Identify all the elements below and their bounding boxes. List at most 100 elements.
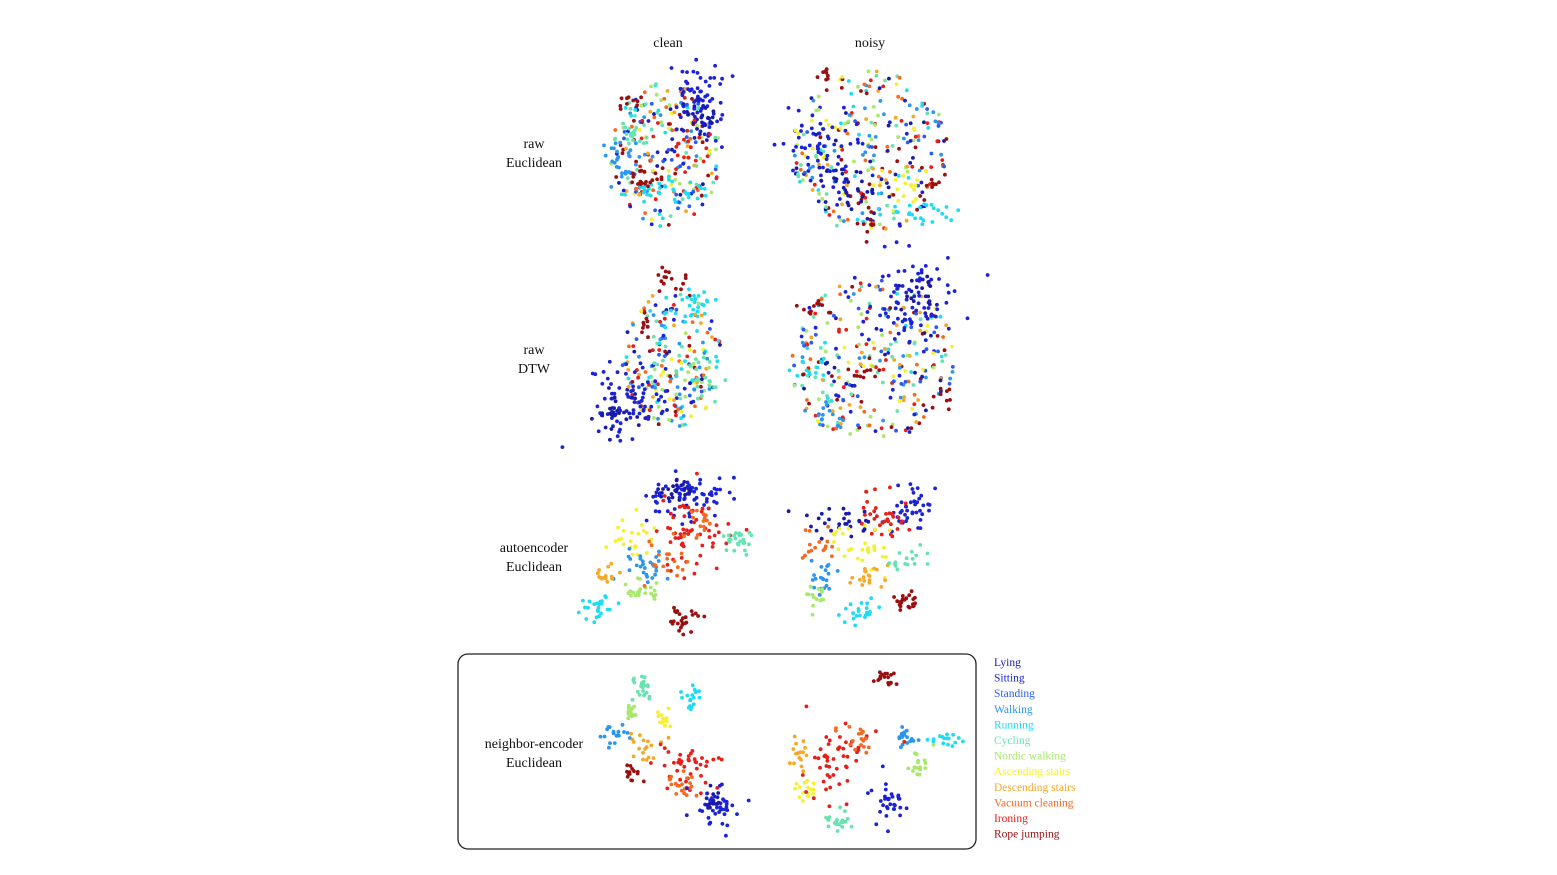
scatter-point [600,381,605,386]
scatter-point [810,175,815,180]
scatter-point [595,404,600,409]
scatter-point [853,747,857,752]
scatter-point [718,487,722,492]
row-label-line1: raw [524,137,546,152]
scatter-point [641,750,645,755]
scatter-point [911,769,915,773]
scatter-point [883,311,888,316]
scatter-point [821,127,826,131]
scatter-point [640,118,645,123]
scatter-point [903,379,908,384]
scatter-point [706,173,710,178]
scatter-point [673,178,677,182]
scatter-point [677,181,682,186]
scatter-point [918,328,923,333]
legend-entry: Rope jumping [994,829,1060,841]
scatter-point [912,402,917,407]
scatter-point [665,576,670,581]
scatter-point [657,181,662,186]
scatter-point [861,575,866,580]
scatter-point [918,317,923,322]
scatter-point [638,164,642,169]
scatter-point [621,121,625,126]
scatter-point [915,207,919,212]
scatter-point [680,344,684,349]
scatter-point [837,284,842,289]
scatter-point [889,680,893,685]
scatter-point [920,190,925,195]
scatter-point [641,689,645,693]
scatter-point [711,798,716,803]
scatter-point [687,393,692,398]
scatter-point [870,145,874,149]
scatter-point [879,278,884,283]
scatter-point [799,764,804,769]
scatter-point [630,396,635,400]
scatter-point [613,399,618,404]
scatter-point [639,95,643,100]
scatter-point [714,175,719,180]
scatter-point [694,517,699,522]
scatter-point [613,539,618,543]
scatter-point [919,493,924,498]
scatter-point [630,552,635,557]
scatter-point [862,409,867,414]
scatter-point [670,179,674,184]
scatter-point [609,412,614,417]
scatter-point [669,774,673,779]
scatter-point [885,149,890,153]
scatter-point [702,351,707,355]
scatter-point [906,604,911,609]
scatter-point [695,196,700,201]
scatter-point [886,123,891,128]
scatter-point [631,590,636,595]
scatter-point [657,186,662,190]
scatter-point [636,531,641,536]
scatter-point [695,126,699,131]
scatter-point [628,539,633,543]
scatter-point [628,148,633,153]
scatter-point [654,82,658,86]
scatter-point [800,178,805,183]
scatter-point [668,540,673,544]
scatter-point [823,568,828,573]
scatter-point [874,365,878,370]
scatter-point [702,524,706,529]
scatter-point [642,188,647,193]
scatter-point [862,745,866,749]
scatter-point [713,63,717,68]
scatter-point [724,805,729,810]
scatter-point [798,167,803,172]
scatter-point [791,168,795,173]
scatter-point [641,408,646,413]
scatter-point [809,118,814,123]
scatter-point [686,370,690,375]
scatter-point [617,165,621,170]
scatter-point [818,346,823,350]
scatter-point [700,202,705,207]
scatter-point [695,71,700,75]
scatter-point [700,543,705,548]
scatter-point [680,297,685,302]
scatter-point [817,540,822,544]
scatter-point [710,115,715,120]
scatter-point [631,98,636,103]
scatter-point [935,139,940,144]
scatter-point [683,273,688,277]
scatter-point [888,485,892,490]
scatter-point [634,141,638,146]
scatter-point [925,737,930,742]
scatter-point [654,92,659,97]
scatter-point [749,533,754,538]
scatter-point [844,177,849,182]
scatter-point [618,438,623,443]
scatter-point [698,477,703,482]
scatter-point [624,146,628,151]
scatter-point [678,396,683,401]
scatter-point [584,617,589,621]
scatter-point [864,91,869,96]
scatter-point [628,204,633,209]
scatter-point [680,197,685,202]
scatter-point [890,144,895,148]
scatter-point [612,391,617,396]
